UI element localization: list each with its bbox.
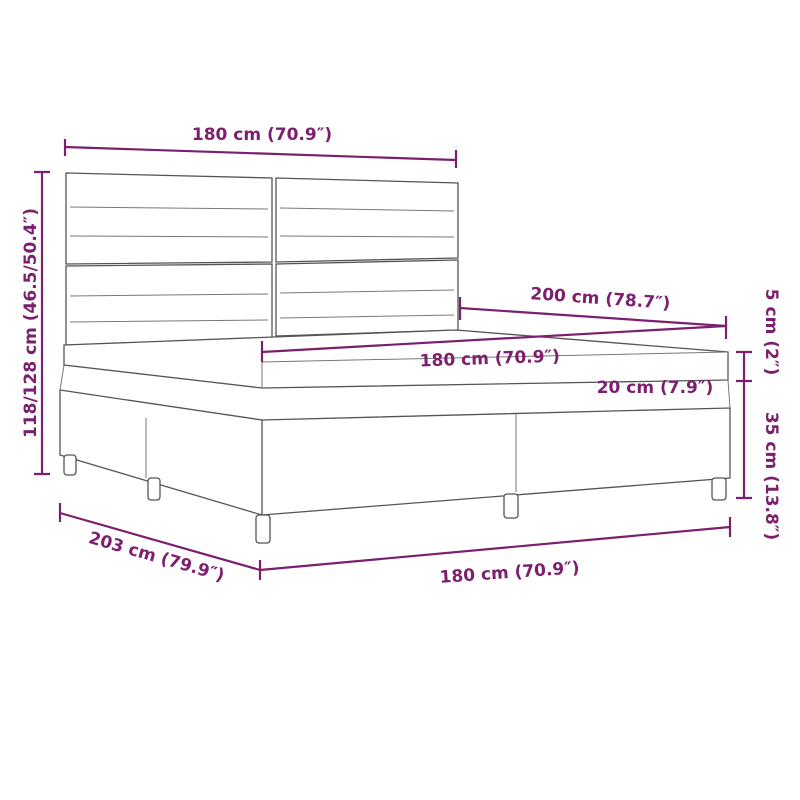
mattress-height-label: 20 cm (7.9″) <box>597 378 714 398</box>
total-length-label: 203 cm (79.9″) <box>86 528 226 586</box>
headboard-width-label: 180 cm (70.9″) <box>192 125 332 145</box>
total-height-label: 118/128 cm (46.5/50.4″) <box>21 208 41 438</box>
mattress-width-label: 180 cm (70.9″) <box>419 347 560 372</box>
topper-height-label: 5 cm (2″) <box>761 289 781 375</box>
box-spring-base <box>59 364 731 544</box>
base-width-label: 180 cm (70.9″) <box>439 558 580 588</box>
base-height-label: 35 cm (13.8″) <box>761 412 781 540</box>
headboard <box>65 172 459 346</box>
mattress-length-label: 200 cm (78.7″) <box>530 284 671 314</box>
dimension-lines <box>34 139 752 580</box>
